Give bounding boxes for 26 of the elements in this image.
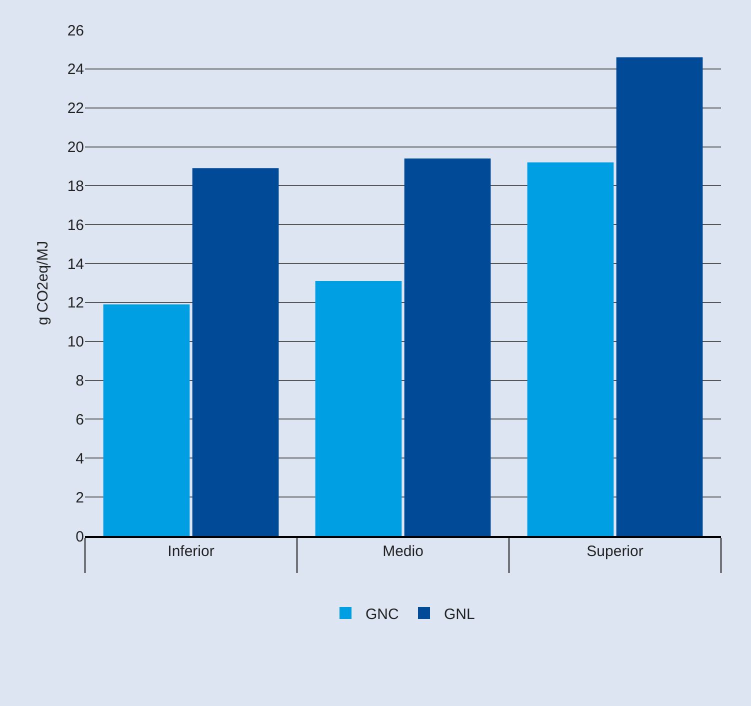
y-tick-label: 8 bbox=[76, 372, 84, 390]
bar bbox=[192, 168, 279, 536]
y-tick-label: 10 bbox=[67, 334, 84, 351]
y-tick-label: 26 bbox=[67, 22, 84, 40]
y-tick-label: 6 bbox=[76, 411, 84, 428]
bar bbox=[404, 158, 491, 536]
x-tick-label: Superior bbox=[586, 543, 644, 560]
y-tick-label: 2 bbox=[76, 489, 84, 506]
y-tick-label: 24 bbox=[67, 61, 84, 78]
y-tick-label: 20 bbox=[67, 139, 84, 156]
y-tick-label: 0 bbox=[76, 528, 84, 546]
bar bbox=[527, 162, 614, 536]
bar bbox=[315, 281, 402, 536]
x-tick-label: Medio bbox=[382, 543, 424, 560]
legend-label: GNC bbox=[366, 606, 399, 623]
y-axis-title: g CO2eq/MJ bbox=[34, 240, 52, 326]
y-tick-label: 12 bbox=[67, 294, 84, 312]
bar bbox=[616, 57, 703, 536]
y-tick-label: 16 bbox=[67, 216, 84, 234]
y-tick-label: 4 bbox=[76, 450, 84, 468]
x-tick-label: Inferior bbox=[168, 543, 214, 560]
y-tick-label: 14 bbox=[67, 256, 84, 273]
legend-label: GNL bbox=[444, 606, 475, 623]
y-tick-label: 22 bbox=[67, 100, 84, 118]
y-tick-label: 18 bbox=[67, 178, 84, 195]
bar bbox=[103, 304, 190, 536]
